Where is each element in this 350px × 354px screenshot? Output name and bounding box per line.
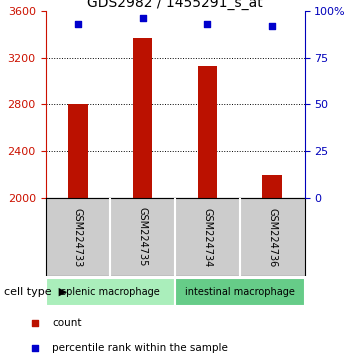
Bar [262, 175, 282, 198]
Point [204, 21, 210, 27]
Text: splenic macrophage: splenic macrophage [61, 287, 160, 297]
Text: GSM224735: GSM224735 [138, 207, 148, 267]
Text: cell type  ▶: cell type ▶ [4, 287, 66, 297]
Text: intestinal macrophage: intestinal macrophage [185, 287, 295, 297]
Point [32, 346, 38, 351]
Bar [198, 66, 217, 198]
FancyBboxPatch shape [175, 278, 304, 306]
Text: GSM224734: GSM224734 [202, 207, 212, 267]
Bar [68, 104, 88, 198]
Bar [133, 38, 152, 198]
Point [75, 21, 80, 27]
Point [270, 23, 275, 28]
Point [140, 15, 146, 21]
Text: percentile rank within the sample: percentile rank within the sample [52, 343, 228, 353]
Text: GSM224736: GSM224736 [267, 207, 277, 267]
FancyBboxPatch shape [46, 278, 175, 306]
Title: GDS2982 / 1455291_s_at: GDS2982 / 1455291_s_at [87, 0, 263, 10]
Text: count: count [52, 318, 82, 328]
Text: GSM224733: GSM224733 [73, 207, 83, 267]
Point [32, 320, 38, 326]
